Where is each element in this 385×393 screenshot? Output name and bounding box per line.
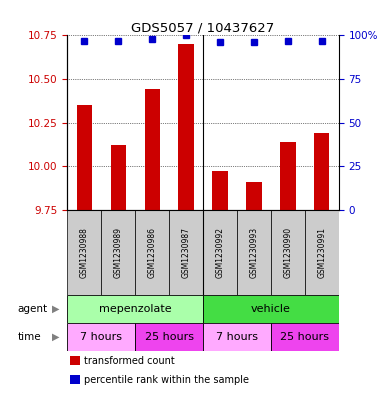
- Bar: [237, 210, 271, 295]
- Text: GSM1230986: GSM1230986: [148, 227, 157, 278]
- Bar: [67, 323, 135, 351]
- Bar: [203, 323, 271, 351]
- Text: GSM1230988: GSM1230988: [80, 227, 89, 278]
- Text: agent: agent: [17, 304, 47, 314]
- Text: GSM1230990: GSM1230990: [283, 227, 293, 278]
- Bar: [144, 90, 160, 210]
- Title: GDS5057 / 10437627: GDS5057 / 10437627: [131, 21, 275, 34]
- Bar: [135, 210, 169, 295]
- Bar: [77, 105, 92, 210]
- Bar: [70, 375, 80, 384]
- Bar: [70, 356, 80, 365]
- Text: 7 hours: 7 hours: [216, 332, 258, 342]
- Bar: [246, 182, 262, 210]
- Bar: [101, 210, 135, 295]
- Bar: [169, 210, 203, 295]
- Bar: [305, 210, 339, 295]
- Bar: [213, 171, 228, 210]
- Bar: [280, 142, 296, 210]
- Text: ▶: ▶: [52, 332, 59, 342]
- Text: 7 hours: 7 hours: [80, 332, 122, 342]
- Text: 25 hours: 25 hours: [280, 332, 330, 342]
- Text: vehicle: vehicle: [251, 304, 291, 314]
- Bar: [314, 133, 330, 210]
- Text: GSM1230989: GSM1230989: [114, 227, 123, 278]
- Text: GSM1230987: GSM1230987: [182, 227, 191, 278]
- Bar: [271, 323, 339, 351]
- Bar: [135, 323, 203, 351]
- Text: percentile rank within the sample: percentile rank within the sample: [84, 375, 249, 385]
- Text: ▶: ▶: [52, 304, 59, 314]
- Bar: [203, 295, 339, 323]
- Bar: [110, 145, 126, 210]
- Bar: [67, 210, 101, 295]
- Bar: [203, 210, 237, 295]
- Text: GSM1230992: GSM1230992: [216, 227, 224, 278]
- Text: transformed count: transformed count: [84, 356, 174, 366]
- Text: mepenzolate: mepenzolate: [99, 304, 172, 314]
- Bar: [67, 295, 203, 323]
- Text: GSM1230991: GSM1230991: [317, 227, 326, 278]
- Text: time: time: [17, 332, 41, 342]
- Text: GSM1230993: GSM1230993: [249, 227, 258, 278]
- Bar: [271, 210, 305, 295]
- Bar: [179, 44, 194, 210]
- Text: 25 hours: 25 hours: [145, 332, 194, 342]
